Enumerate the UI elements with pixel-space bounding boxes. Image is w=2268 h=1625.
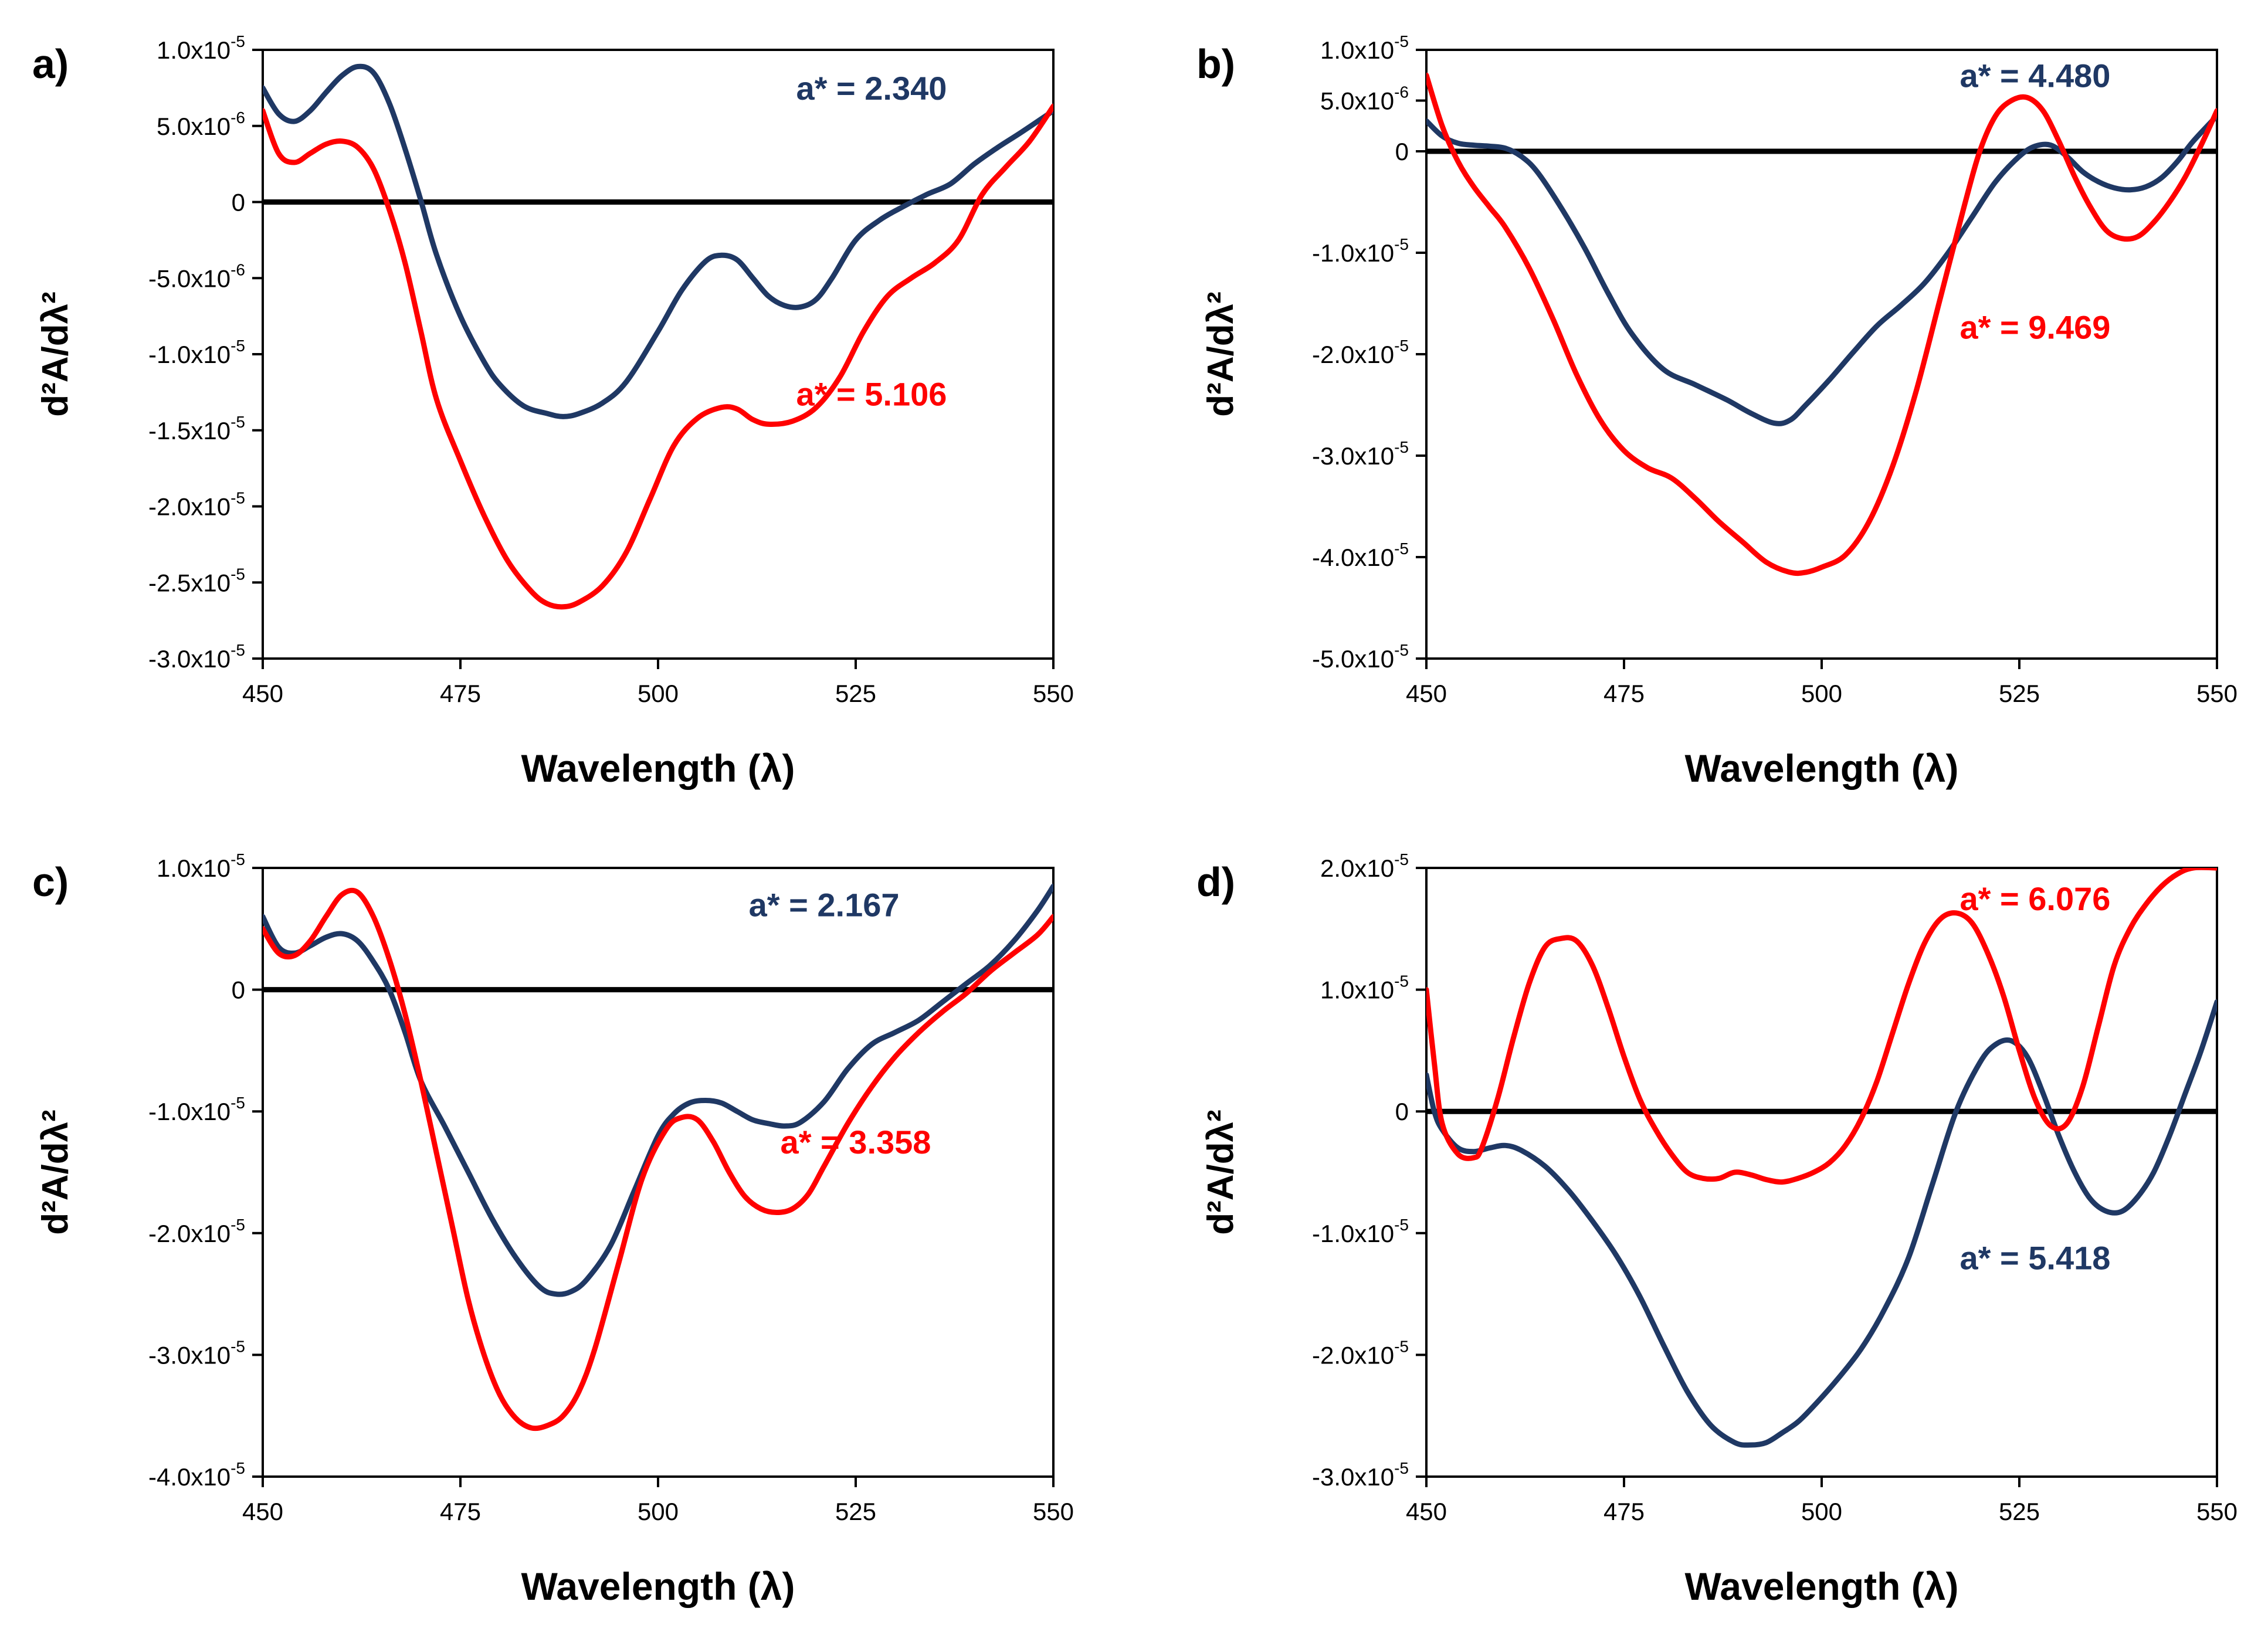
series-annotation: a* = 5.106 (796, 375, 947, 412)
x-tick-label: 550 (1033, 1498, 1074, 1525)
panel-label: c) (32, 859, 69, 905)
x-tick-label: 500 (1801, 1498, 1842, 1525)
y-tick-label: 0 (232, 189, 245, 216)
x-tick-label: 525 (1999, 680, 2040, 707)
y-tick-label: -1.0x10-5 (1312, 1216, 1409, 1247)
x-axis-title: Wavelength (λ) (521, 747, 795, 790)
x-tick-label: 500 (638, 1498, 679, 1525)
x-tick-label: 475 (440, 1498, 481, 1525)
x-tick-label: 475 (1603, 1498, 1645, 1525)
panel-label: d) (1196, 859, 1235, 905)
x-axis-title: Wavelength (λ) (1685, 1565, 1959, 1608)
y-tick-label: 0 (1395, 138, 1409, 165)
y-tick-label: -2.0x10-5 (1312, 1337, 1409, 1369)
x-tick-label: 475 (1603, 680, 1645, 707)
y-tick-label: 1.0x10-5 (1320, 32, 1409, 64)
y-tick-label: -4.0x10-5 (1312, 540, 1409, 571)
series-line (1426, 72, 2217, 576)
x-tick-label: 500 (638, 680, 679, 707)
series-annotation: a* = 2.340 (796, 70, 947, 107)
series-annotation: a* = 5.418 (1960, 1239, 2111, 1276)
x-tick-label: 525 (835, 1498, 876, 1525)
y-tick-label: -5.0x10-6 (148, 260, 245, 292)
series-annotation: a* = 3.358 (781, 1124, 931, 1161)
series-line (1426, 113, 2217, 426)
y-axis-title: d²A/dλ² (1201, 1110, 1241, 1235)
x-tick-label: 550 (2196, 680, 2238, 707)
panel-label: a) (32, 41, 69, 87)
x-tick-label: 450 (242, 680, 283, 707)
y-tick-label: -3.0x10-5 (1312, 1459, 1409, 1491)
x-tick-label: 500 (1801, 680, 1842, 707)
x-axis-title: Wavelength (λ) (521, 1565, 795, 1608)
series-line (1426, 868, 2217, 1185)
x-tick-label: 450 (242, 1498, 283, 1525)
series-annotation: a* = 4.480 (1960, 57, 2111, 94)
series-line (263, 63, 1053, 419)
x-tick-label: 525 (1999, 1498, 2040, 1525)
y-tick-label: -1.0x10-5 (148, 1094, 245, 1125)
x-tick-label: 450 (1406, 680, 1447, 707)
panel-b: 450 475 500 525 550 1.0x10-5 5.0x10-6 0 -1.0x10-… (1196, 32, 2238, 790)
series-annotation: a* = 2.167 (749, 886, 900, 923)
y-tick-label: 1.0x10-5 (1320, 972, 1409, 1004)
y-tick-label: -1.0x10-5 (148, 337, 245, 368)
y-tick-label: -1.0x10-5 (1312, 235, 1409, 267)
y-tick-label: -4.0x10-5 (148, 1459, 245, 1491)
y-tick-label: 1.0x10-5 (157, 32, 245, 64)
y-tick-label: 0 (232, 976, 245, 1004)
x-tick-label: 525 (835, 680, 876, 707)
y-axis-title: d²A/dλ² (35, 291, 76, 417)
y-tick-label: 1.0x10-5 (157, 850, 245, 882)
panel-label: b) (1196, 41, 1235, 87)
y-tick-label: 0 (1395, 1098, 1409, 1125)
y-axis-title: d²A/dλ² (35, 1110, 76, 1235)
y-tick-label: -2.0x10-5 (1312, 337, 1409, 368)
series-line (263, 103, 1053, 610)
y-tick-label: -2.5x10-5 (148, 565, 245, 596)
series-annotation: a* = 9.469 (1960, 308, 2111, 345)
series-annotation: a* = 6.076 (1960, 880, 2111, 917)
y-tick-label: -1.5x10-5 (148, 413, 245, 445)
panel-c: 450 475 500 525 550 1.0x10-5 0 -1.0x10-5 -2.0x10… (32, 850, 1074, 1608)
series-line (1426, 999, 2217, 1448)
panel-a: 450 475 500 525 550 1.0x10-5 5.0x10-6 0 -5.0x10-… (32, 32, 1074, 790)
y-tick-label: 5.0x10-6 (157, 108, 245, 140)
y-tick-label: -3.0x10-5 (1312, 438, 1409, 470)
panel-d: 450 475 500 525 550 2.0x10-5 1.0x10-5 0 -1.0x10-… (1196, 850, 2238, 1608)
y-tick-label: -2.0x10-5 (148, 489, 245, 521)
series-line (263, 887, 1053, 1431)
x-axis-title: Wavelength (λ) (1685, 747, 1959, 790)
y-tick-label: -3.0x10-5 (148, 1337, 245, 1369)
series-line (263, 883, 1053, 1297)
x-tick-label: 550 (1033, 680, 1074, 707)
x-tick-label: 450 (1406, 1498, 1447, 1525)
y-tick-label: -3.0x10-5 (148, 641, 245, 673)
y-tick-label: -2.0x10-5 (148, 1216, 245, 1247)
x-tick-label: 475 (440, 680, 481, 707)
y-tick-label: 2.0x10-5 (1320, 850, 1409, 882)
y-axis-title: d²A/dλ² (1201, 291, 1241, 417)
y-tick-label: 5.0x10-6 (1320, 83, 1409, 115)
y-tick-label: -5.0x10-5 (1312, 641, 1409, 673)
x-tick-label: 550 (2196, 1498, 2238, 1525)
